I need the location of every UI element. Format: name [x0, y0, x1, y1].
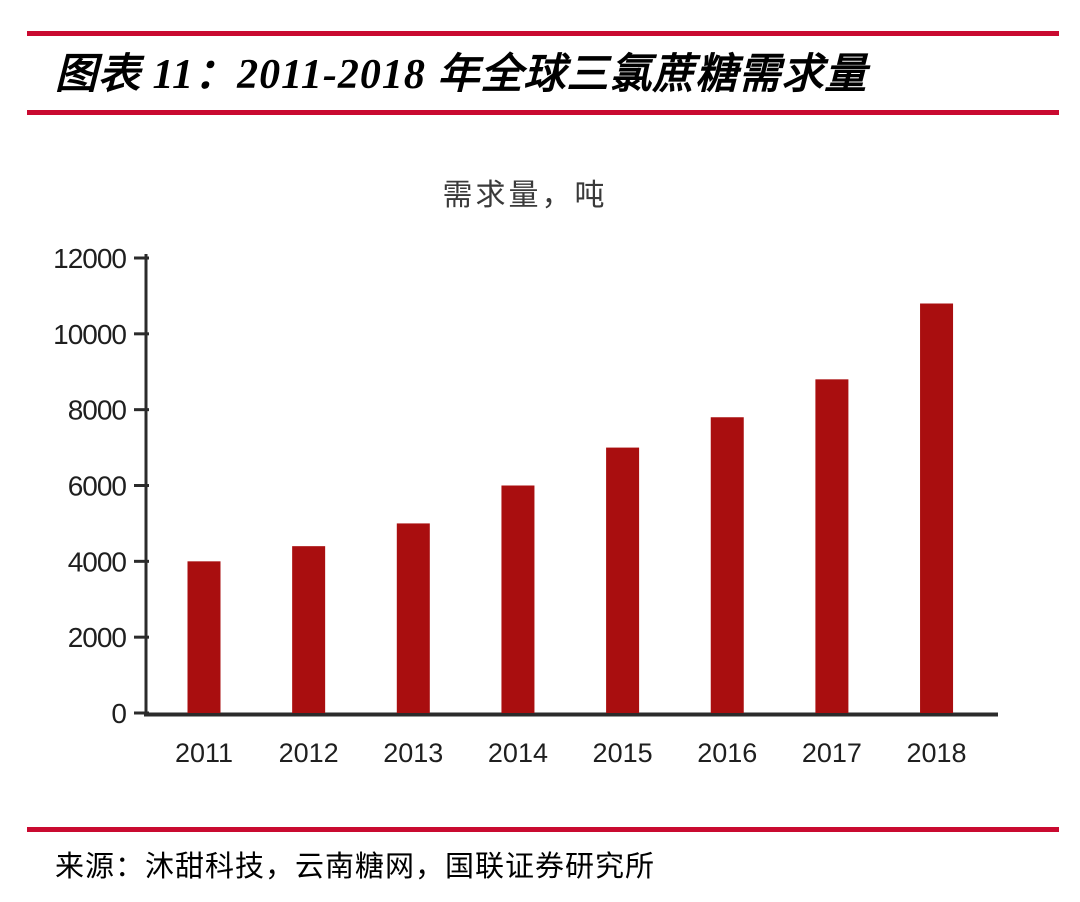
x-tick-label-2013: 2013 [383, 738, 443, 768]
bar-2018 [920, 303, 954, 713]
x-tick-label-2015: 2015 [593, 738, 653, 768]
title-divider [27, 110, 1059, 115]
top-divider [27, 31, 1059, 36]
x-tick-label-2011: 2011 [175, 738, 233, 768]
x-tick-label-2012: 2012 [279, 738, 339, 768]
y-tick-label-10000: 10000 [53, 319, 126, 350]
y-tick-label-6000: 6000 [68, 471, 127, 502]
chart-title: 需求量，吨 [442, 179, 608, 212]
bar-2017 [815, 379, 849, 713]
bar-2013 [396, 523, 430, 713]
y-tick-label-0: 0 [111, 698, 126, 729]
x-tick-label-2014: 2014 [488, 738, 548, 768]
x-tick-label-2016: 2016 [697, 738, 757, 768]
footer-divider [27, 827, 1059, 832]
source-note: 来源：沐甜科技，云南糖网，国联证券研究所 [55, 851, 656, 883]
figure-title: 图表 11：2011-2018 年全球三氯蔗糖需求量 [55, 52, 868, 98]
x-tick-label-2017: 2017 [802, 738, 862, 768]
y-tick-label-4000: 4000 [68, 546, 127, 577]
bar-2015 [606, 447, 640, 713]
y-tick-label-2000: 2000 [68, 622, 127, 653]
bar-2016 [710, 417, 744, 713]
x-tick-label-2018: 2018 [907, 738, 967, 768]
bar-2011 [187, 561, 221, 713]
y-tick-label-12000: 12000 [53, 243, 126, 274]
y-tick-label-8000: 8000 [68, 395, 127, 426]
bar-2012 [292, 546, 326, 713]
bar-2014 [501, 485, 535, 713]
